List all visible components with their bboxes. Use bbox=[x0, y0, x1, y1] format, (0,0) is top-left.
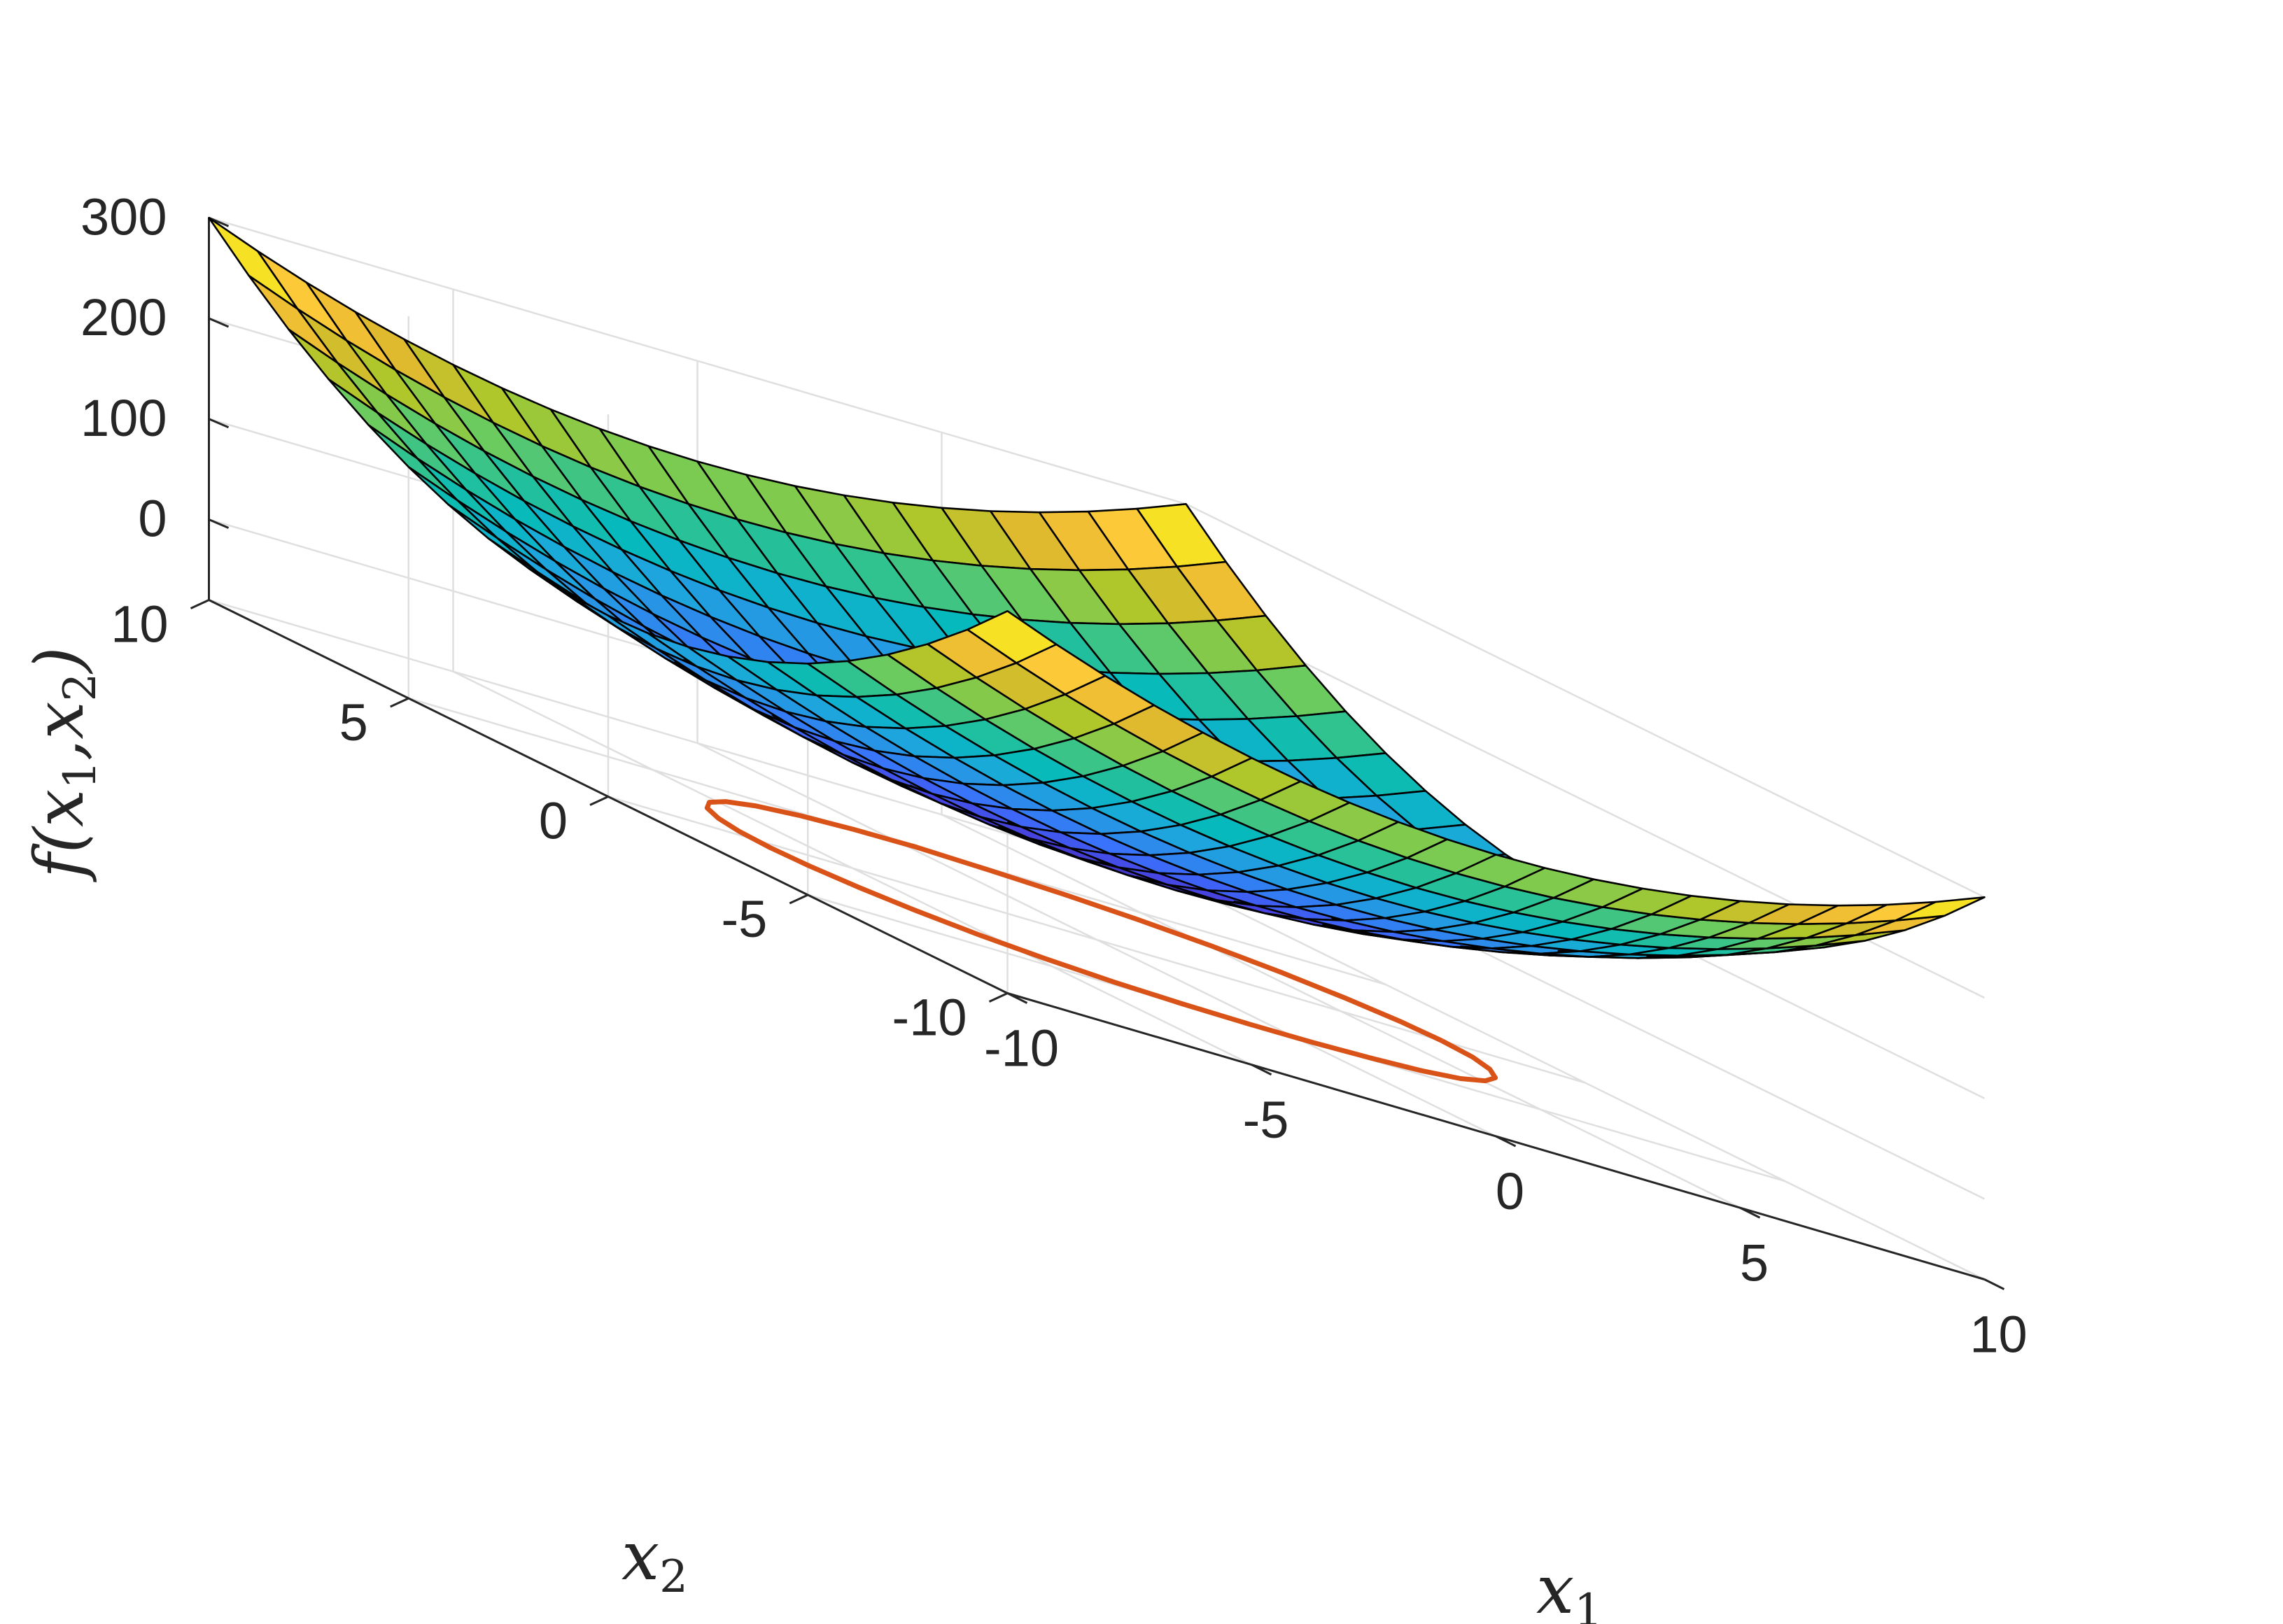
z-tick bbox=[208, 418, 230, 429]
surface-mesh bbox=[208, 216, 1986, 959]
x1-tick bbox=[1251, 1064, 1272, 1076]
x2-tick bbox=[390, 697, 409, 708]
x2-tick-label: -5 bbox=[721, 890, 767, 948]
z-axis-label: f(x1,x2) bbox=[20, 647, 106, 882]
surface-patch bbox=[1895, 896, 1986, 922]
z-tick-label: 100 bbox=[80, 389, 167, 447]
x1-tick-label: 0 bbox=[1496, 1162, 1524, 1220]
x2-tick-label: 10 bbox=[111, 595, 168, 654]
x1-tick bbox=[1006, 992, 1028, 1004]
x2-tick bbox=[988, 992, 1009, 1003]
x1-tick-label: 10 bbox=[1969, 1306, 2027, 1364]
x2-tick bbox=[190, 599, 210, 609]
contour-line bbox=[704, 799, 1498, 1084]
x1-tick bbox=[1983, 1278, 2005, 1290]
grid-line bbox=[209, 217, 1186, 505]
x1-tick-label: 5 bbox=[1740, 1234, 1769, 1292]
x2-tick-label: 0 bbox=[539, 792, 568, 850]
z-tick-label: 200 bbox=[80, 288, 167, 346]
z-tick bbox=[208, 518, 230, 529]
x2-tick bbox=[589, 796, 609, 806]
x1-axis-label: x1 bbox=[1536, 1551, 1603, 1624]
x1-tick bbox=[1739, 1206, 1761, 1219]
axes bbox=[190, 216, 2005, 1290]
x2-tick-label: -10 bbox=[892, 989, 967, 1047]
x1-tick bbox=[1495, 1135, 1517, 1148]
x1-tick-label: -10 bbox=[984, 1019, 1059, 1078]
z-tick-label: 0 bbox=[138, 490, 167, 548]
z-tick-label: 300 bbox=[80, 188, 167, 246]
grid-line bbox=[1185, 503, 1986, 898]
contour-layer bbox=[704, 799, 1498, 1084]
x2-tick bbox=[789, 894, 808, 905]
grid-line bbox=[607, 796, 1586, 1084]
x1-tick-label: -5 bbox=[1243, 1091, 1289, 1149]
x2-tick-label: 5 bbox=[339, 693, 368, 751]
x2-axis-label: x2 bbox=[621, 1517, 688, 1603]
z-tick bbox=[208, 317, 230, 328]
